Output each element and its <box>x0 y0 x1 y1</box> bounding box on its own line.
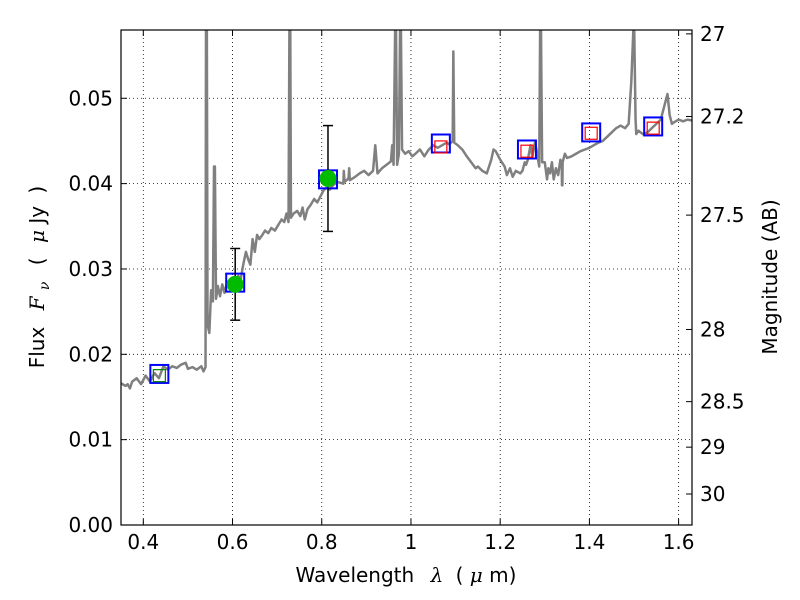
y-axis-label-unit-open: ( <box>25 257 49 265</box>
upper-limit-square <box>584 126 598 140</box>
plot-content <box>121 30 692 390</box>
grid <box>121 30 692 526</box>
right-axis-label: Magnitude (AB) <box>758 199 782 354</box>
upper-limit-square <box>434 140 448 154</box>
y-axis-label-unit-mu: μ <box>25 230 49 243</box>
x-tick-label: 1.4 <box>573 530 605 554</box>
right-tick-label: 27.5 <box>700 203 745 227</box>
right-tick-label: 30 <box>700 482 725 506</box>
model-sed-line <box>121 30 692 390</box>
y-tick-label: 0.03 <box>68 257 113 281</box>
plot-frame <box>120 29 693 526</box>
x-tick-labels: 0.4 0.6 0.8 1 1.2 1.4 1.6 <box>127 530 694 554</box>
y-tick-label: 0.05 <box>68 86 113 110</box>
detection-point <box>319 170 337 187</box>
marginal-band-square <box>152 369 166 383</box>
x-axis-label-unit-mu: μ <box>470 563 483 587</box>
x-tick-label: 0.6 <box>217 530 249 554</box>
upper-limit-square <box>646 121 660 135</box>
y-axis-label-unit-rest: Jy <box>25 206 49 226</box>
right-tick-label: 28.5 <box>700 390 745 414</box>
right-tick-label: 27 <box>700 22 725 46</box>
y-tick-labels: 0.00 0.01 0.02 0.03 0.04 0.05 <box>68 86 113 537</box>
x-axis-label: Wavelength λ ( μ m) <box>296 563 517 587</box>
y-tick-label: 0.01 <box>68 428 113 452</box>
x-tick-label: 1.6 <box>663 530 695 554</box>
right-tick-label: 28 <box>700 317 725 341</box>
y-tick-label: 0.04 <box>68 172 113 196</box>
x-axis-label-unit-rest: m) <box>489 563 516 587</box>
x-tick-label: 0.8 <box>306 530 338 554</box>
x-tick-label: 0.4 <box>127 530 159 554</box>
detection-point <box>226 275 244 293</box>
model-photometry-square <box>149 363 170 384</box>
x-axis-label-prefix: Wavelength <box>296 563 415 587</box>
right-tick-labels: 27 27.2 27.5 28 28.5 29 30 <box>700 22 745 506</box>
model-photometry-square <box>581 122 602 143</box>
x-tick-label: 1 <box>405 530 418 554</box>
y-axis-label-symbol: F <box>25 295 49 311</box>
x-axis-label-unit-open: ( <box>456 563 464 587</box>
y-axis-label: Flux F ν ( μ Jy ) <box>25 186 54 369</box>
model-photometry-square <box>643 116 664 137</box>
y-tick-label: 0.00 <box>68 513 113 537</box>
y-axis-label-unit-close: ) <box>25 186 49 194</box>
y-tick-label: 0.02 <box>68 342 113 366</box>
x-tick-label: 1.2 <box>484 530 516 554</box>
y-axis-label-prefix: Flux <box>25 327 49 369</box>
right-tick-label: 27.2 <box>700 104 745 128</box>
upper-limit-square <box>520 144 534 158</box>
x-axis-label-symbol: λ <box>430 563 444 587</box>
right-tick-label: 29 <box>700 435 725 459</box>
y-axis-label-subscript: ν <box>37 281 53 290</box>
model-photometry-square <box>516 139 537 160</box>
ticks <box>121 30 692 526</box>
